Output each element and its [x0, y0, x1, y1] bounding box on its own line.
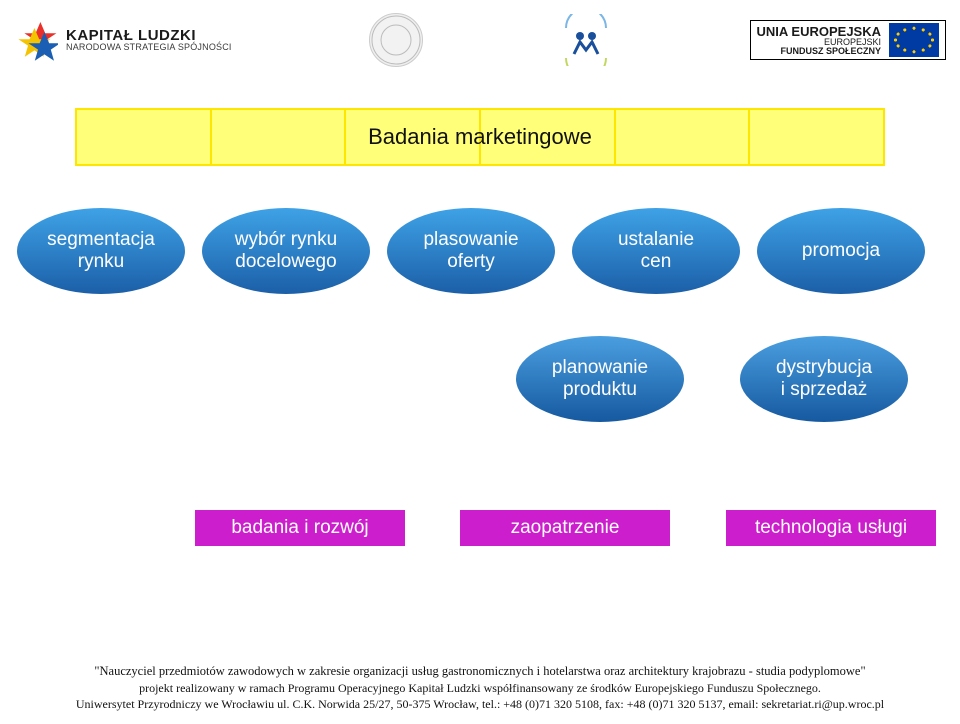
eu-line1: UNIA EUROPEJSKA — [757, 25, 881, 38]
footer-line1: "Nauczyciel przedmiotów zawodowych w zak… — [0, 663, 960, 680]
kl-logo: KAPITAŁ LUDZKI NARODOWA STRATEGIA SPÓJNO… — [14, 18, 232, 62]
footer-line2: projekt realizowany w ramach Programu Op… — [0, 680, 960, 696]
eu-flag-icon — [889, 23, 939, 57]
ellipse-node: promocja — [757, 208, 925, 294]
eu-logo: UNIA EUROPEJSKA EUROPEJSKI FUNDUSZ SPOŁE… — [750, 20, 946, 60]
seal-logo-2 — [560, 14, 612, 66]
title-bar: Badania marketingowe — [75, 108, 885, 166]
title-text: Badania marketingowe — [368, 124, 592, 150]
kl-line2: NARODOWA STRATEGIA SPÓJNOŚCI — [66, 43, 232, 52]
ellipse-node: planowanieproduktu — [516, 336, 684, 422]
seal-logo-1 — [369, 13, 423, 67]
ellipse-node: plasowanieoferty — [387, 208, 555, 294]
footer-line3: Uniwersytet Przyrodniczy we Wrocławiu ul… — [0, 696, 960, 712]
ellipse-node: segmentacjarynku — [17, 208, 185, 294]
eu-line3: FUNDUSZ SPOŁECZNY — [757, 47, 881, 56]
pill: zaopatrzenie — [460, 510, 670, 546]
ellipse-node: ustalaniecen — [572, 208, 740, 294]
kl-line1: KAPITAŁ LUDZKI — [66, 28, 232, 43]
kl-star-icon — [14, 18, 58, 62]
footer: "Nauczyciel przedmiotów zawodowych w zak… — [0, 663, 960, 712]
eu-text: UNIA EUROPEJSKA EUROPEJSKI FUNDUSZ SPOŁE… — [757, 25, 881, 56]
ellipse-node: wybór rynkudocelowego — [202, 208, 370, 294]
pill: technologia usługi — [726, 510, 936, 546]
kl-text: KAPITAŁ LUDZKI NARODOWA STRATEGIA SPÓJNO… — [66, 28, 232, 52]
ellipse-node: dystrybucjai sprzedaż — [740, 336, 908, 422]
header-bar: KAPITAŁ LUDZKI NARODOWA STRATEGIA SPÓJNO… — [8, 8, 952, 72]
pill: badania i rozwój — [195, 510, 405, 546]
